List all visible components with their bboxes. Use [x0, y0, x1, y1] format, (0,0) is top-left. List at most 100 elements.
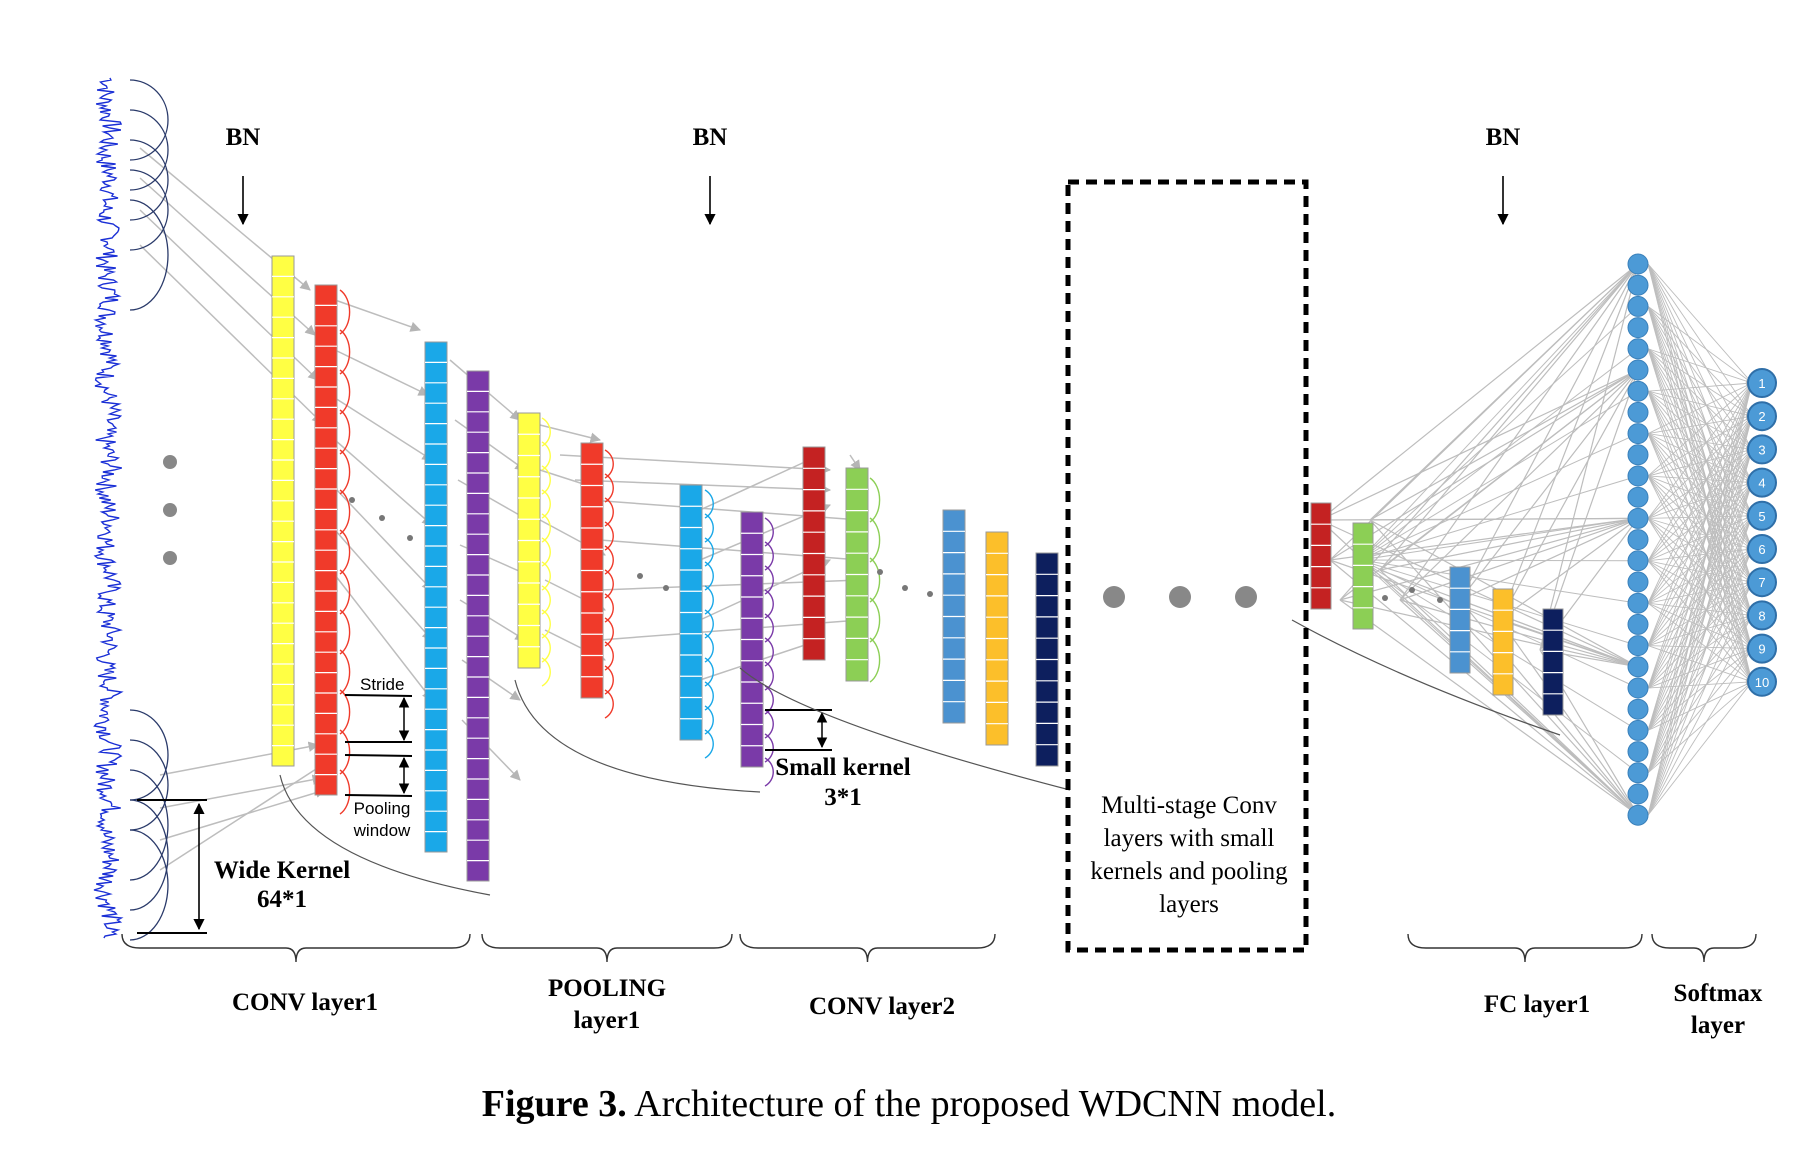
softmax-connection: [1647, 382, 1754, 773]
softmax-connection: [1647, 448, 1753, 689]
softmax-connection: [1647, 382, 1753, 435]
softmax-connection: [1647, 306, 1753, 583]
output-node-label: 10: [1755, 675, 1769, 690]
fc-input-map-navy-body: [1542, 608, 1564, 716]
softmax-connection: [1647, 548, 1753, 689]
fc-connection: [1399, 263, 1639, 601]
softmax-connection: [1647, 348, 1753, 385]
multistage-label-line1: Multi-stage Conv: [1101, 792, 1277, 819]
kernel-arc-cyan: [704, 513, 714, 543]
pooling-arc: [339, 289, 351, 335]
fc-hidden-node: [1627, 613, 1649, 635]
kernel-arc-yellow: [541, 585, 551, 615]
softmax-connection: [1647, 382, 1753, 646]
fc-hidden-node: [1627, 783, 1649, 805]
softmax-connection: [1647, 433, 1753, 583]
kernel-arc-cyan: [704, 537, 714, 567]
connection-arrow: [159, 774, 324, 809]
kernel-arc-yellow: [541, 537, 551, 567]
kernel-arc-purple: [764, 709, 774, 739]
kernel-arc-red: [604, 473, 614, 503]
output-node-4: [1747, 467, 1777, 498]
softmax-connection: [1647, 515, 1753, 773]
kernel-arc: [129, 739, 169, 831]
brace-conv-layer1: [121, 933, 471, 963]
connection-arrow: [334, 529, 433, 641]
caption-prefix: Figure 3.: [481, 1083, 627, 1125]
fc-hidden-node: [1627, 677, 1649, 699]
kernel-arc-yellow: [541, 441, 551, 471]
fc-connection: [1399, 516, 1639, 601]
kernel-arc-purple: [764, 589, 774, 619]
conv2-map-steelblue: [942, 509, 966, 724]
kernel-arc-red: [604, 545, 614, 575]
pooling-window-label-line2: window: [353, 821, 411, 840]
softmax-connection: [1647, 415, 1753, 689]
fc-hidden-node: [1627, 444, 1649, 466]
kernel-arc-cyan: [704, 681, 714, 711]
fc-connection: [1459, 369, 1639, 601]
output-node-9: [1747, 633, 1777, 664]
pooling-arc: [339, 409, 351, 455]
grouping-curve: [1291, 619, 1561, 736]
fc-connection: [1319, 263, 1639, 521]
fc-connection: [1499, 619, 1639, 669]
softmax-connection: [1647, 390, 1753, 550]
softmax-connection: [1647, 390, 1753, 583]
kernel-arc: [129, 139, 169, 221]
fc-input-map-orange-body: [1492, 588, 1514, 696]
fc-hidden-node: [1627, 359, 1649, 381]
fc-connection: [1359, 517, 1639, 561]
softmax-connection: [1647, 382, 1754, 731]
fc-hidden-node: [1627, 635, 1649, 657]
softmax-connection: [1647, 306, 1753, 384]
fc-connection: [1369, 514, 1639, 523]
fc-connection: [1499, 369, 1639, 621]
kernel-arc-red: [604, 689, 614, 719]
fc-hidden-node: [1627, 253, 1649, 275]
fc-layer1-label: FC layer1: [1484, 991, 1590, 1018]
kernel-arc-red: [604, 569, 614, 599]
kernel-arc-cyan: [704, 657, 714, 687]
softmax-connection: [1647, 515, 1753, 731]
wide-kernel-label-line2: 64*1: [257, 886, 307, 913]
kernel-arc-cyan: [704, 633, 714, 663]
fc-hidden-node: [1627, 592, 1649, 614]
multistage-label-line3: kernels and pooling: [1090, 858, 1288, 885]
softmax-connection: [1647, 415, 1754, 773]
kernel-arc-green: [869, 597, 881, 643]
feature-maps: [271, 255, 1564, 882]
fc-connection: [1369, 263, 1639, 521]
fc-hidden-node: [1627, 401, 1649, 423]
conv1-map-red-body: [314, 284, 338, 796]
softmax-connection: [1647, 515, 1753, 689]
kernel-arc: [129, 769, 169, 881]
fc-connection: [1379, 515, 1639, 571]
fc-hidden-node: [1627, 719, 1649, 741]
softmax-connection: [1647, 415, 1754, 731]
connection-arrow: [334, 299, 421, 332]
fc-connection: [1359, 433, 1639, 561]
bracket-line: [344, 694, 413, 697]
fc-hidden-node: [1627, 380, 1649, 402]
output-node-label: 8: [1758, 608, 1765, 623]
fc-connection: [1339, 599, 1639, 670]
fc-connection: [1329, 369, 1639, 561]
connection-arrow: [334, 487, 433, 591]
fc-hidden-node: [1627, 656, 1649, 678]
softmax-connection: [1647, 482, 1753, 731]
ellipsis-dot: [163, 503, 177, 517]
fc-input-map-orange: [1492, 588, 1514, 696]
kernel-arc-red: [604, 593, 614, 623]
softmax-connection: [1647, 581, 1753, 731]
softmax-connection: [1647, 415, 1753, 562]
kernel-arc-yellow: [541, 633, 551, 663]
softmax-connection: [1647, 581, 1753, 816]
bn-label-1: BN: [226, 124, 261, 151]
kernel-arc-purple: [764, 733, 774, 763]
bn-label-3: BN: [1486, 124, 1521, 151]
input-signal-waveform: [93, 77, 169, 941]
softmax-connection: [1647, 348, 1753, 616]
conv2-map-orange: [985, 531, 1009, 746]
brace-pooling-layer1: [481, 933, 733, 963]
